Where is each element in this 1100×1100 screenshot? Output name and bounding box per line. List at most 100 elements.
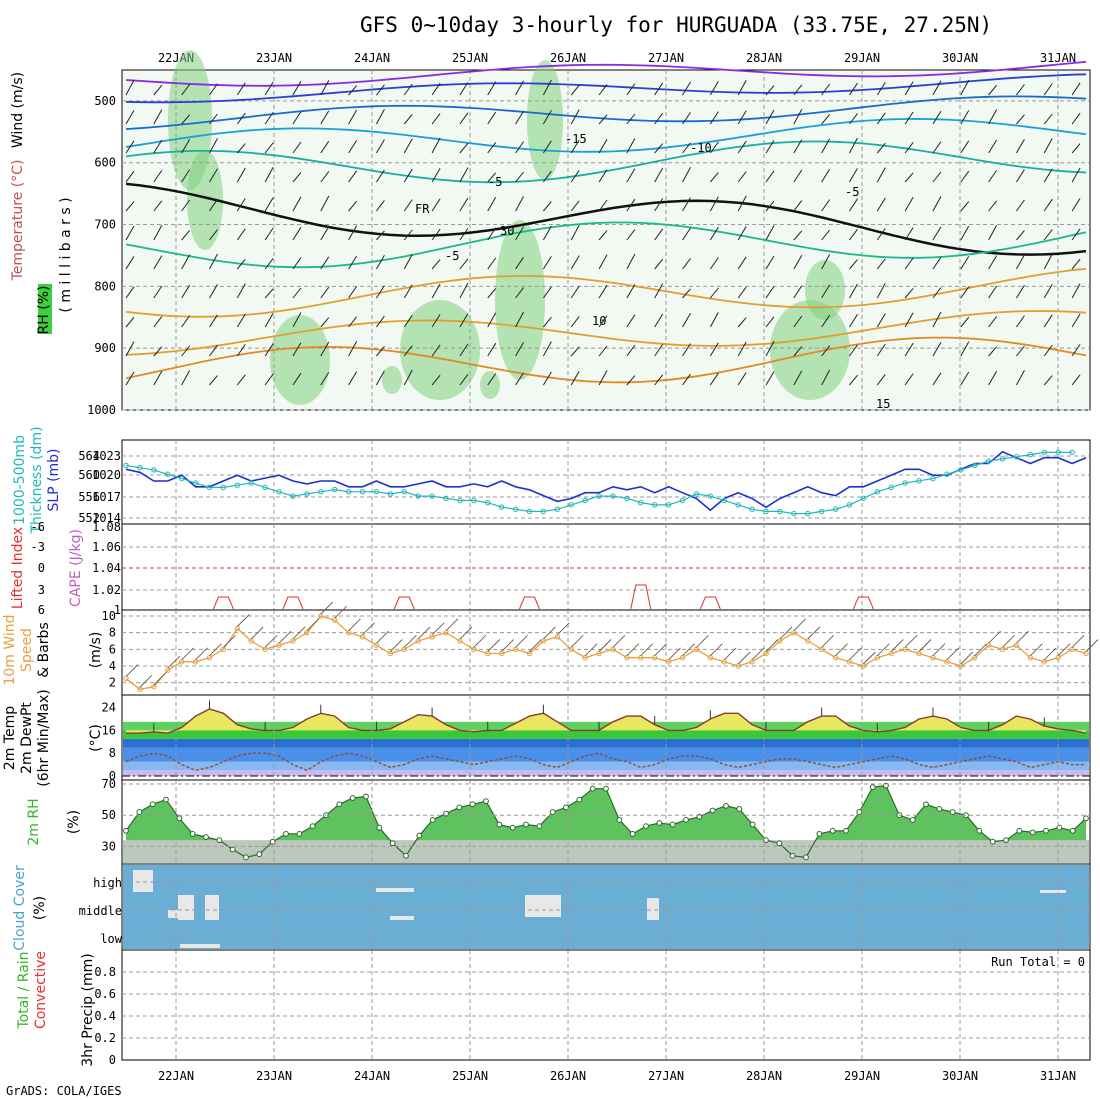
wind-barb	[125, 316, 135, 328]
precip-ylabel-line: Total / Rain	[16, 951, 32, 1029]
wind-barb	[932, 256, 942, 270]
wind-barb	[598, 254, 608, 270]
wind-barb-10m	[890, 639, 904, 652]
thickness-ylabel-line: Thickness (dm)	[29, 426, 45, 534]
wind-barb	[793, 84, 803, 96]
wind-barb	[431, 82, 441, 96]
cloud-level-label: high	[93, 876, 122, 890]
wind-barb-10m	[473, 635, 487, 648]
cloud-gap	[390, 916, 414, 920]
wind-barb	[904, 312, 914, 328]
isotherm-contour	[125, 117, 1087, 153]
contour-label: -15	[565, 132, 587, 146]
precip-tick: 0.2	[94, 1031, 116, 1045]
rh-point	[403, 852, 409, 859]
wind-barb	[153, 224, 163, 241]
wind-barb	[654, 228, 664, 241]
isotherm-contour	[125, 221, 1087, 269]
precip-tick: 0.4	[94, 1009, 116, 1023]
rh-point	[843, 827, 849, 834]
wind-barb-10m	[821, 635, 834, 648]
wind-barb	[626, 253, 636, 270]
contour-label: 10	[592, 314, 606, 328]
wind-barb	[793, 254, 803, 270]
wind-barb	[153, 285, 163, 299]
rh-point	[949, 809, 956, 815]
wind-barb	[236, 313, 246, 328]
rh-tick: 30	[102, 839, 116, 853]
wind-barb	[1043, 138, 1053, 154]
thickness-point	[387, 491, 394, 497]
wind-barb-10m	[682, 643, 695, 656]
wind-barb	[153, 255, 163, 270]
wind-barb	[821, 284, 831, 299]
thickness-point	[318, 489, 324, 495]
wind-barb-10m	[292, 626, 306, 640]
wind-barb	[1015, 254, 1025, 270]
wind-barb	[821, 229, 831, 241]
top-date-label: 28JAN	[746, 51, 782, 65]
wind-barb	[292, 196, 302, 212]
wind-barb	[765, 340, 775, 357]
lifted-tick: 6	[38, 603, 45, 617]
wind-barb	[348, 85, 357, 96]
rh-point	[976, 827, 983, 834]
wind-barb	[1016, 345, 1025, 357]
wind-barb	[1016, 284, 1025, 299]
wind-barb	[1043, 229, 1053, 241]
thickness-point	[1055, 449, 1061, 456]
wind-barb-10m	[167, 655, 181, 669]
wind-barb	[709, 111, 719, 125]
rh-point	[243, 854, 249, 861]
rh-tick: 70	[102, 777, 116, 791]
wind-barb	[431, 137, 441, 154]
wind-tick: 2	[109, 676, 116, 690]
wind-barb	[153, 109, 163, 125]
wind-barb	[793, 108, 803, 125]
wind-barb	[487, 172, 497, 183]
thickness-line	[125, 451, 1073, 515]
wind-barb	[960, 225, 970, 241]
temp-band	[123, 738, 1089, 748]
wind-barb-10m	[849, 647, 862, 661]
wind-barb	[264, 81, 274, 96]
wind-barb-10m	[1002, 635, 1015, 648]
rh-point	[669, 821, 676, 828]
wind-barb	[821, 199, 831, 212]
top-date-label: 27JAN	[648, 51, 684, 65]
thickness-point	[137, 464, 143, 471]
wind-barb-10m	[793, 618, 807, 631]
wind-barb	[988, 139, 998, 154]
wind-barb	[570, 316, 580, 328]
rh-point	[909, 816, 916, 823]
wind-barb	[542, 79, 552, 96]
wind-barb	[403, 314, 413, 328]
wind-barb-10m	[334, 605, 348, 619]
wind-barb	[932, 171, 942, 183]
wind-barb	[876, 374, 886, 386]
wind-barb	[821, 314, 831, 328]
wind-barb	[431, 259, 441, 270]
wind-barb	[960, 110, 970, 125]
wind-barb	[515, 196, 525, 212]
thickness-point	[1069, 449, 1075, 456]
thickness-point	[498, 504, 505, 510]
wind-barb	[515, 80, 525, 96]
wind-speed-line	[125, 615, 1087, 690]
wind-barb	[598, 138, 608, 154]
wind-barb	[821, 114, 831, 125]
wind-barb	[988, 316, 998, 328]
wind-tick: 10	[102, 609, 116, 623]
wind-barb	[209, 138, 218, 154]
wind-barb	[181, 84, 191, 96]
wind-barb	[765, 140, 775, 154]
bottom-date-label: 29JAN	[844, 1069, 880, 1083]
wind-barb	[515, 287, 524, 299]
wind-barb	[487, 342, 497, 357]
wind-barb	[236, 112, 246, 125]
wind-barb	[849, 113, 858, 125]
wind-barb	[431, 113, 441, 125]
wind-barb	[264, 166, 274, 183]
thickness-point	[512, 506, 519, 512]
wind-barb	[125, 256, 135, 270]
